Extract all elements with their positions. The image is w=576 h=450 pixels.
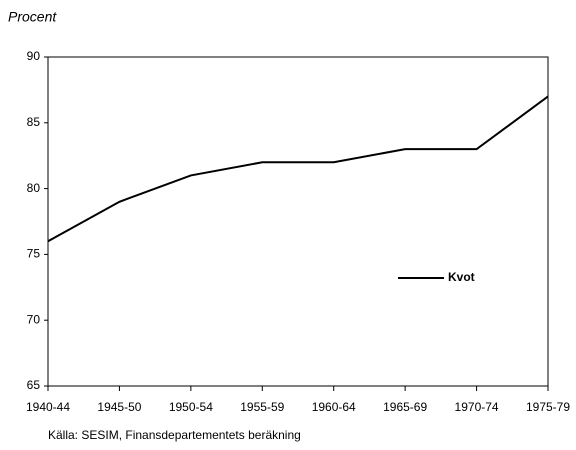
y-tick-label: 90 bbox=[27, 49, 41, 63]
y-tick-label: 85 bbox=[27, 115, 41, 129]
y-tick-label: 65 bbox=[27, 378, 41, 392]
x-tick-label: 1940-44 bbox=[26, 400, 70, 414]
y-tick-label: 80 bbox=[27, 181, 41, 195]
x-tick-label: 1950-54 bbox=[169, 400, 213, 414]
y-tick-label: 75 bbox=[27, 247, 41, 261]
source: Källa: SESIM, Finansdepartementets beräk… bbox=[48, 428, 301, 442]
x-tick-label: 1960-64 bbox=[312, 400, 356, 414]
x-tick-label: 1955-59 bbox=[240, 400, 284, 414]
x-tick-label: 1965-69 bbox=[383, 400, 427, 414]
y-tick-label: 70 bbox=[27, 312, 41, 326]
y-axis-label: Procent bbox=[8, 9, 57, 25]
x-tick-label: 1975-79 bbox=[526, 400, 570, 414]
line-series bbox=[47, 95, 549, 243]
x-tick-label: 1970-74 bbox=[455, 400, 499, 414]
legend-label: Kvot bbox=[448, 270, 475, 284]
x-tick-label: 1945-50 bbox=[97, 400, 141, 414]
plot-frame bbox=[47, 56, 549, 387]
